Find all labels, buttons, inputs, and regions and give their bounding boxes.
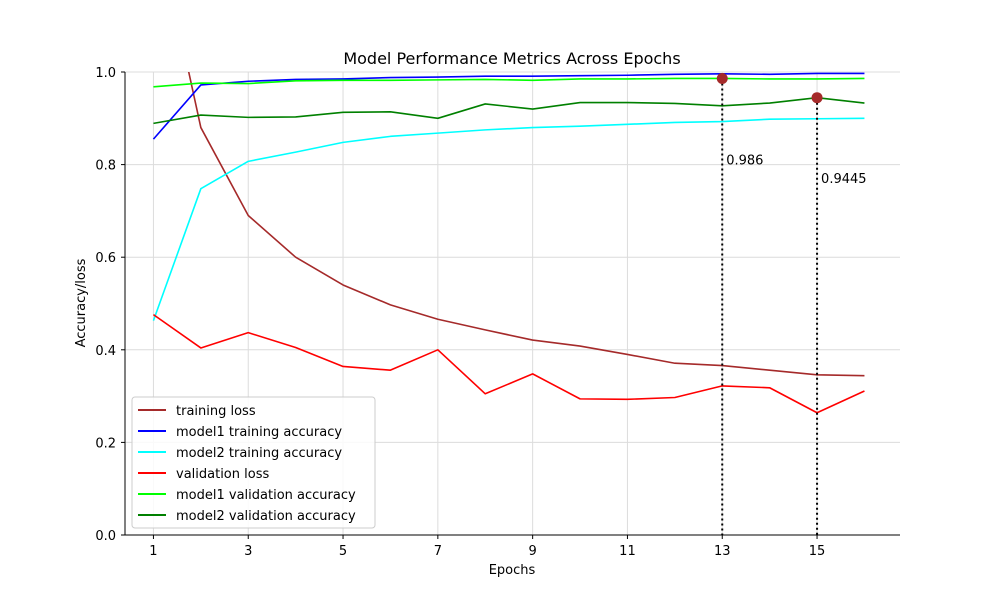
legend-label-6: model2 validation accuracy <box>176 509 356 524</box>
y-tick-label: 0.2 <box>95 436 116 451</box>
grid <box>125 71 900 536</box>
x-tick-label: 1 <box>149 544 157 559</box>
legend-label-4: validation loss <box>176 467 269 482</box>
annotations: 0.986 0.9445 <box>716 72 867 535</box>
x-tick-label: 5 <box>339 544 347 559</box>
annotation-label-1: 0.986 <box>726 154 763 169</box>
y-tick-label: 1.0 <box>95 66 116 81</box>
annotation-marker-2 <box>811 92 823 104</box>
legend-label-3: model2 training accuracy <box>176 446 342 461</box>
legend-box <box>131 396 376 529</box>
series-line-2 <box>152 72 865 140</box>
legend-label-2: model1 training accuracy <box>176 425 342 440</box>
annotation-marker-1 <box>716 72 728 84</box>
y-tick-label: 0.4 <box>95 344 116 359</box>
x-axis-title: Epochs <box>489 563 536 578</box>
y-tick-label: 0.6 <box>95 251 116 266</box>
series-line-3 <box>152 117 865 321</box>
y-axis-title: Accuracy/loss <box>74 258 89 347</box>
series-line-5 <box>153 77 865 88</box>
series-layer <box>152 72 865 414</box>
chart-title: Model Performance Metrics Across Epochs <box>343 49 680 68</box>
legend-label-5: model1 validation accuracy <box>176 488 356 503</box>
x-tick-label: 13 <box>714 544 731 559</box>
legend-label-1: training loss <box>176 404 256 419</box>
legend: training loss model1 training accuracy mod… <box>131 396 376 529</box>
x-tick-label: 9 <box>529 544 537 559</box>
ticks: 1 3 5 7 9 11 13 150.00.20.40.60.81.0 <box>95 66 825 559</box>
y-tick-label: 0.0 <box>95 529 116 544</box>
annotation-label-2: 0.9445 <box>821 172 867 187</box>
x-tick-label: 15 <box>809 544 826 559</box>
axes <box>124 72 900 536</box>
x-tick-label: 3 <box>244 544 252 559</box>
series-line-6 <box>153 96 865 125</box>
y-tick-label: 0.8 <box>95 159 116 174</box>
x-tick-label: 7 <box>434 544 442 559</box>
x-tick-label: 11 <box>619 544 636 559</box>
series-line-1 <box>187 72 865 377</box>
series-line-4 <box>152 313 865 414</box>
